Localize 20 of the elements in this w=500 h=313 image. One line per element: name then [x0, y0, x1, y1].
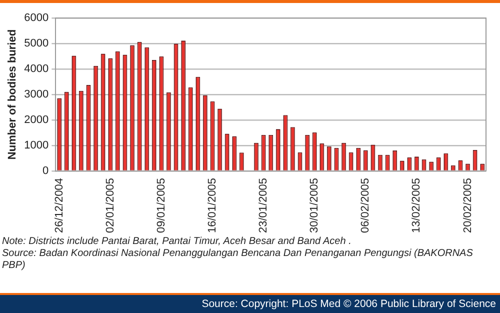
text: Note: Districts include Pantai Barat, Pantai Timur, Aceh Besar and Band Aceh .: [2, 236, 352, 248]
x-tick-label: 09/01/2005: [155, 178, 168, 234]
source-note: Source: Copyright: PLoS Med © 2006 Public Library of Science: [0, 293, 500, 313]
y-tick-label: 1000: [24, 139, 49, 152]
y-tick-label: 4000: [24, 63, 49, 76]
y-axis-title: Number of bodies buried: [6, 29, 19, 160]
y-tick-label: 6000: [24, 12, 49, 24]
source-note: Source: Badan Koordinasi Nasional Penanggulangan Bencana Dan Penanganan Pengungsi (BAKORNAS PBP): [2, 248, 474, 272]
y-tick-label: 5000: [24, 38, 49, 50]
y-tick-label: 2000: [24, 114, 49, 126]
x-tick-label: 16/01/2005: [206, 178, 219, 234]
x-tick-label: 13/02/2005: [410, 178, 423, 234]
x-tick-label: 06/02/2005: [360, 178, 372, 234]
x-tick-label: 02/01/2005: [104, 178, 116, 234]
y-tick-label: 3000: [24, 88, 49, 101]
y-tick-label: 0: [42, 164, 49, 177]
x-tick-label: 30/01/2005: [308, 178, 321, 234]
x-tick-label: 20/02/2005: [462, 178, 474, 234]
x-tick-label: 23/01/2005: [258, 178, 270, 234]
x-tick-label: 26/12/2004: [53, 178, 66, 234]
